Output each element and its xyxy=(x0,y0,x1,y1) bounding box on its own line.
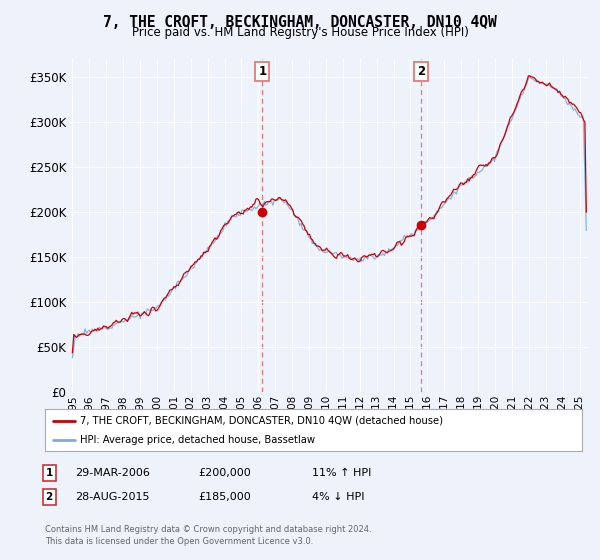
Text: 2: 2 xyxy=(46,492,53,502)
Text: 7, THE CROFT, BECKINGHAM, DONCASTER, DN10 4QW (detached house): 7, THE CROFT, BECKINGHAM, DONCASTER, DN1… xyxy=(80,416,443,426)
Text: Contains HM Land Registry data © Crown copyright and database right 2024.
This d: Contains HM Land Registry data © Crown c… xyxy=(45,525,371,545)
Text: 1: 1 xyxy=(259,65,266,78)
Text: 28-AUG-2015: 28-AUG-2015 xyxy=(75,492,149,502)
Text: 29-MAR-2006: 29-MAR-2006 xyxy=(75,468,150,478)
Text: 2: 2 xyxy=(418,65,425,78)
Text: 4% ↓ HPI: 4% ↓ HPI xyxy=(312,492,365,502)
Text: 1: 1 xyxy=(46,468,53,478)
Text: £185,000: £185,000 xyxy=(198,492,251,502)
Text: Price paid vs. HM Land Registry's House Price Index (HPI): Price paid vs. HM Land Registry's House … xyxy=(131,26,469,39)
Text: 7, THE CROFT, BECKINGHAM, DONCASTER, DN10 4QW: 7, THE CROFT, BECKINGHAM, DONCASTER, DN1… xyxy=(103,15,497,30)
Text: HPI: Average price, detached house, Bassetlaw: HPI: Average price, detached house, Bass… xyxy=(80,435,315,445)
Text: £200,000: £200,000 xyxy=(198,468,251,478)
Text: 11% ↑ HPI: 11% ↑ HPI xyxy=(312,468,371,478)
